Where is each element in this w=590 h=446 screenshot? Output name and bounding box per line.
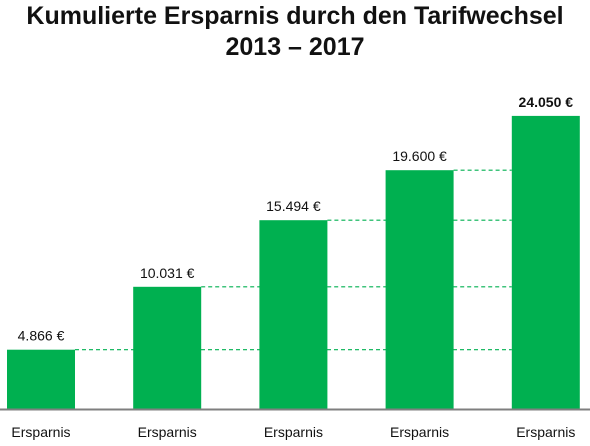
category-label-1: Ersparnis [11, 424, 70, 440]
category-label-3: Ersparnis [264, 424, 323, 440]
value-labels-group: 4.866 € 10.031 € 15.494 € 19.600 € 24.050 € [18, 94, 574, 344]
bar-1 [7, 349, 75, 409]
value-label-3: 15.494 € [266, 198, 321, 214]
bar-2 [133, 286, 202, 409]
bars-group [7, 115, 580, 410]
category-label-2: Ersparnis [138, 424, 197, 440]
bar-4 [385, 170, 454, 409]
value-label-2: 10.031 € [140, 265, 195, 281]
bar-5 [511, 115, 580, 410]
category-label-4: Ersparnis [390, 424, 449, 440]
value-label-1: 4.866 € [18, 328, 65, 344]
value-label-4: 19.600 € [392, 148, 447, 164]
category-label-5: Ersparnis [516, 424, 575, 440]
bar-3 [259, 220, 328, 409]
chart-subtitle: 2013 – 2017 [225, 33, 364, 61]
value-label-5: 24.050 € [519, 94, 574, 110]
chart-title: Kumulierte Ersparnis durch den Tarifwech… [26, 2, 563, 30]
category-labels-group: Ersparnis Ersparnis Ersparnis Ersparnis Ersp… [11, 424, 575, 440]
